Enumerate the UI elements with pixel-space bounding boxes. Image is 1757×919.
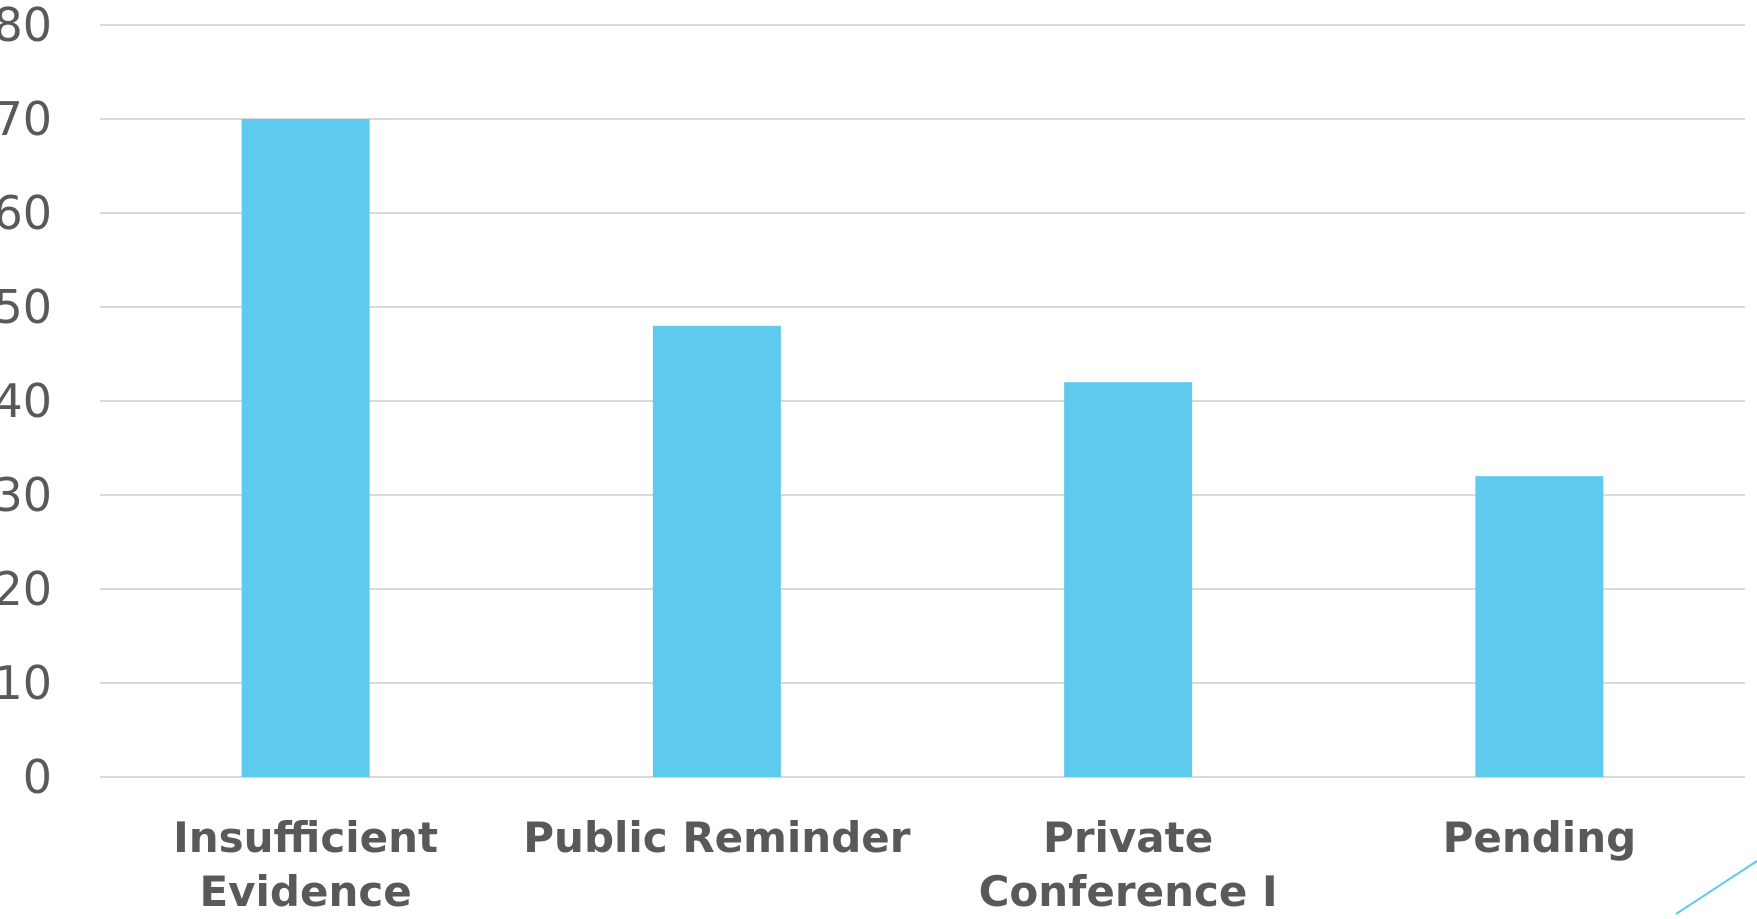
- y-tick-label: 80: [0, 0, 52, 52]
- y-tick-label: 0: [23, 750, 52, 804]
- x-category-label-line: Pending: [1443, 813, 1637, 862]
- x-category-label: Private Conference I: [979, 813, 1278, 916]
- y-axis-tick-labels: 0 10 20 30 40 50 60 70 80: [0, 0, 52, 804]
- bar: [652, 325, 781, 777]
- x-category-label: Public Reminder: [523, 813, 910, 862]
- bar: [1064, 382, 1193, 777]
- x-category-label-line: Private: [1043, 813, 1213, 862]
- bar: [241, 119, 370, 777]
- y-tick-label: 10: [0, 656, 52, 710]
- x-category-label-line: Conference I: [979, 867, 1278, 916]
- x-category-label: Pending: [1443, 813, 1637, 862]
- y-tick-label: 60: [0, 186, 52, 240]
- bars: [241, 119, 1604, 777]
- y-tick-label: 50: [0, 280, 52, 334]
- x-category-label: Insufficient Evidence: [173, 813, 438, 916]
- x-axis-category-labels: Insufficient Evidence Public Reminder Priva…: [173, 813, 1636, 916]
- x-category-label-line: Evidence: [199, 867, 411, 916]
- x-category-label-line: Public Reminder: [523, 813, 910, 862]
- gridlines: [100, 24, 1745, 778]
- y-tick-label: 40: [0, 374, 52, 428]
- y-tick-label: 70: [0, 92, 52, 146]
- decorative-accent-line: [1675, 860, 1757, 915]
- y-tick-label: 20: [0, 562, 52, 616]
- y-tick-label: 30: [0, 468, 52, 522]
- x-category-label-line: Insufficient: [173, 813, 438, 862]
- bar: [1475, 476, 1604, 777]
